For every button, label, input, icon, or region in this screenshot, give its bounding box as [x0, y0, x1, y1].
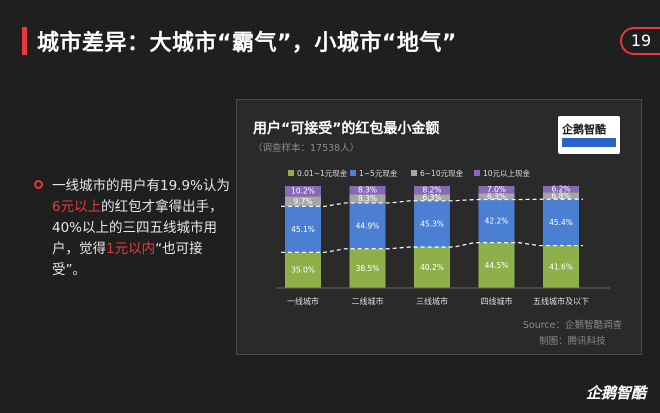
bullet-text: 一线城市的用户有19.9%认为 6元以上的红包才拿得出手，40%以上的三四五线城市…: [52, 176, 234, 281]
brand-logo: 企鹅智酷: [558, 116, 620, 154]
source-line-2: 制图：腾讯科技: [539, 336, 606, 347]
brand-logo-text: 企鹅智酷: [562, 123, 606, 136]
source-line-1: Source：企鹅智酷调查: [522, 320, 622, 331]
source-note: Source：企鹅智酷调查 制图：腾讯科技: [523, 318, 622, 350]
bullet-text-part-1: 一线城市的用户有19.9%认为: [52, 178, 230, 194]
page-number: 19: [620, 27, 660, 55]
page-title: 城市差异：大城市“霸气”，小城市“地气”: [37, 31, 457, 56]
bullet-text-part-2: 的红包才拿得出手，40%以上的三四五线城市用户，觉得: [52, 199, 223, 257]
header: 城市差异：大城市“霸气”，小城市“地气”: [22, 26, 457, 56]
highlight-one-yuan: 1元以内: [106, 241, 156, 257]
chart-title: 用户“可接受”的红包最小金额: [253, 121, 440, 137]
highlight-six-yuan: 6元以上: [52, 199, 102, 215]
bullet-icon: [34, 180, 43, 189]
chart-subtitle: （调查样本：17538人）: [253, 143, 360, 154]
bullet-text-part-3: “也可接受”。: [52, 241, 203, 278]
bullet-point: 一线城市的用户有19.9%认为 6元以上的红包才拿得出手，40%以上的三四五线城市…: [34, 176, 234, 281]
brand-logo-strip: [562, 138, 616, 147]
title-accent-bar: [22, 27, 27, 55]
footer-brand: 企鹅智酷: [585, 384, 646, 402]
